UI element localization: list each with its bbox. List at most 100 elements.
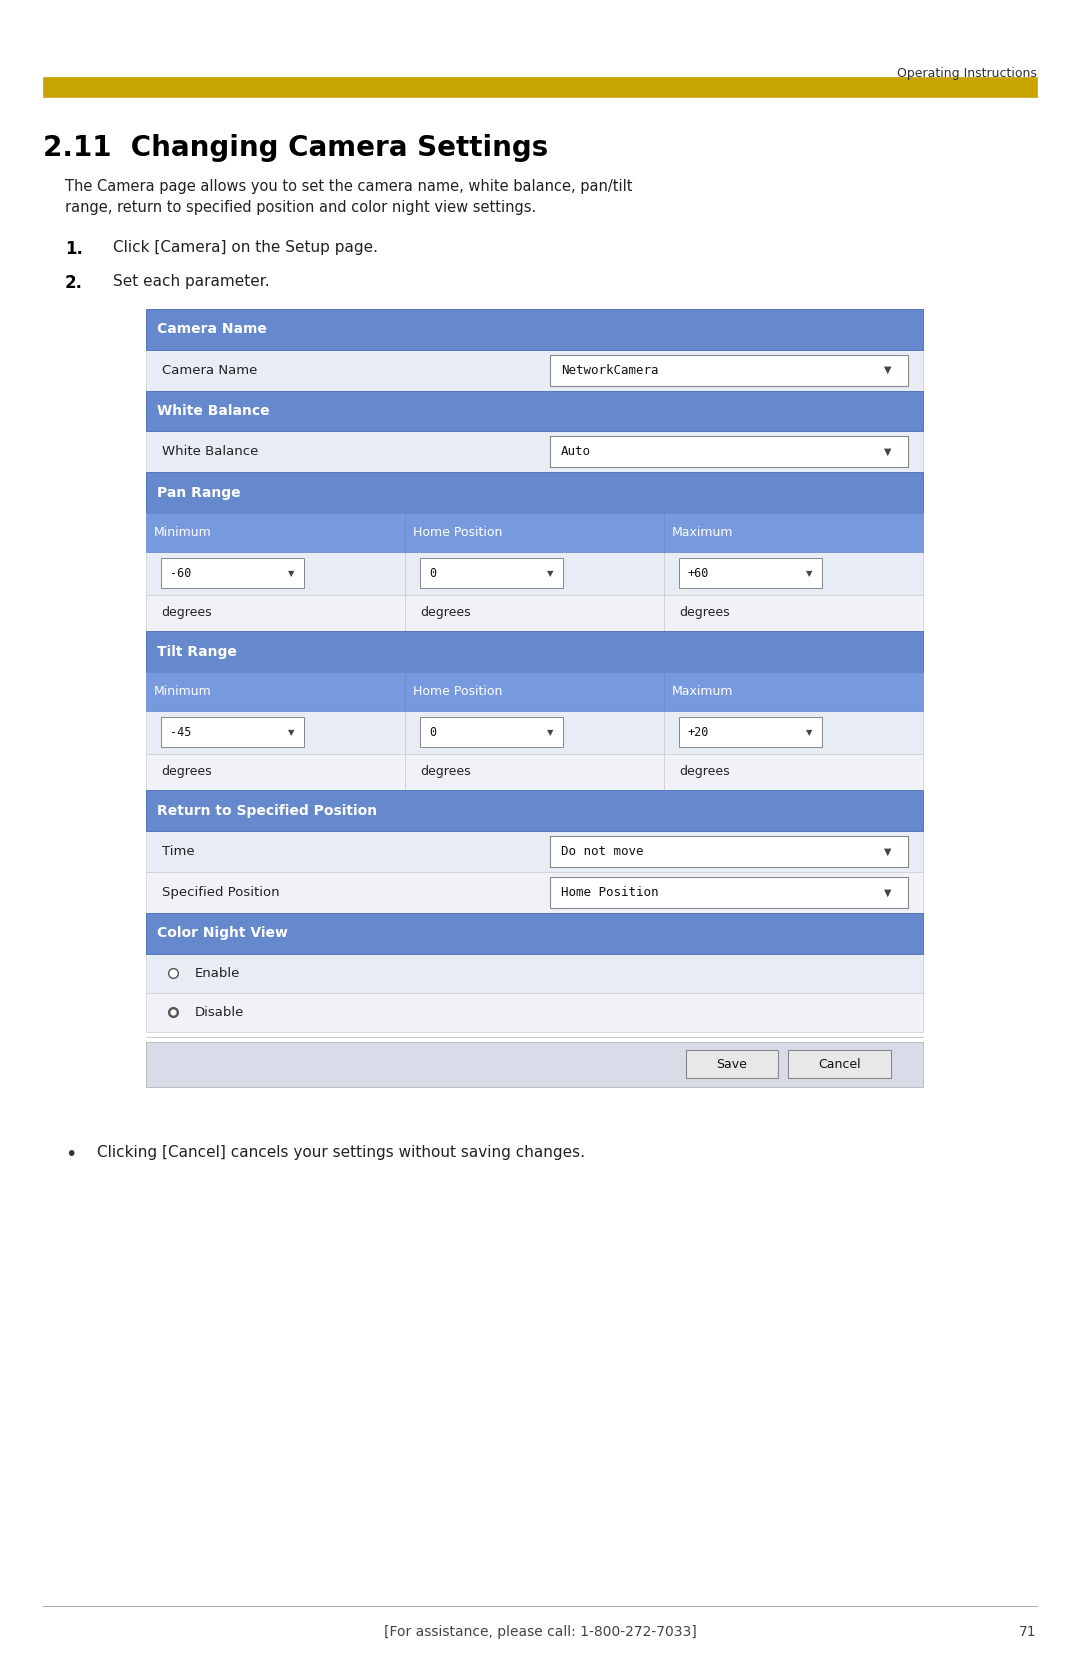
Bar <box>146 913 923 955</box>
Text: Color Night View: Color Night View <box>157 926 287 940</box>
Bar <box>146 873 923 913</box>
Text: ▼: ▼ <box>885 846 892 856</box>
Bar <box>146 431 923 472</box>
Text: Tilt Range: Tilt Range <box>157 644 237 659</box>
Bar <box>664 514 923 551</box>
Text: •: • <box>65 1145 77 1163</box>
Text: Camera Name: Camera Name <box>162 364 257 377</box>
Bar <box>405 514 664 551</box>
Text: Home Position: Home Position <box>561 886 659 900</box>
Text: degrees: degrees <box>161 606 212 619</box>
Bar <box>43 77 1037 97</box>
Bar <box>405 711 664 753</box>
Text: 0: 0 <box>429 566 436 579</box>
Text: +20: +20 <box>688 726 710 739</box>
Text: Home Position: Home Position <box>413 684 502 698</box>
Bar <box>161 718 303 746</box>
Text: Minimum: Minimum <box>153 684 212 698</box>
Text: ▼: ▼ <box>806 728 812 736</box>
Text: Operating Instructions: Operating Instructions <box>896 67 1037 80</box>
Text: ▼: ▼ <box>885 366 892 376</box>
Text: Save: Save <box>716 1058 747 1070</box>
Text: ▼: ▼ <box>885 888 892 898</box>
Bar <box>146 350 923 391</box>
Text: 71: 71 <box>1020 1626 1037 1639</box>
Bar <box>679 557 822 587</box>
Bar <box>664 711 923 753</box>
Text: +60: +60 <box>688 566 710 579</box>
Bar <box>550 836 908 868</box>
Text: Minimum: Minimum <box>153 526 212 539</box>
Text: Enable: Enable <box>194 966 240 980</box>
Bar <box>664 673 923 711</box>
Bar <box>664 551 923 594</box>
Bar <box>146 753 405 791</box>
Bar <box>146 551 405 594</box>
Text: NetworkCamera: NetworkCamera <box>561 364 659 377</box>
Text: Maximum: Maximum <box>672 526 733 539</box>
Bar <box>146 631 923 673</box>
Text: Do not move: Do not move <box>561 845 644 858</box>
Bar <box>405 753 664 791</box>
Text: ▼: ▼ <box>546 728 553 736</box>
Text: -45: -45 <box>170 726 191 739</box>
Bar <box>788 1050 891 1078</box>
Text: Home Position: Home Position <box>413 526 502 539</box>
Bar <box>146 1041 923 1087</box>
Bar <box>146 791 923 831</box>
Text: ▼: ▼ <box>287 728 294 736</box>
Bar <box>686 1050 778 1078</box>
Text: degrees: degrees <box>420 606 471 619</box>
Text: Maximum: Maximum <box>672 684 733 698</box>
Bar <box>420 557 563 587</box>
Text: 1.: 1. <box>65 240 83 259</box>
Text: 0: 0 <box>429 726 436 739</box>
Text: degrees: degrees <box>161 766 212 778</box>
Bar <box>405 673 664 711</box>
Bar <box>405 594 664 631</box>
Bar <box>146 472 923 514</box>
Bar <box>679 718 822 746</box>
Text: [For assistance, please call: 1-800-272-7033]: [For assistance, please call: 1-800-272-… <box>383 1626 697 1639</box>
Text: Camera Name: Camera Name <box>157 322 267 335</box>
Text: Auto: Auto <box>561 446 591 459</box>
Text: Clicking [Cancel] cancels your settings without saving changes.: Clicking [Cancel] cancels your settings … <box>97 1145 585 1160</box>
Bar <box>146 831 923 873</box>
Text: Pan Range: Pan Range <box>157 486 240 499</box>
Bar <box>146 673 405 711</box>
Bar <box>405 551 664 594</box>
Text: Click [Camera] on the Setup page.: Click [Camera] on the Setup page. <box>113 240 378 255</box>
Bar <box>664 594 923 631</box>
Text: degrees: degrees <box>420 766 471 778</box>
Bar <box>550 878 908 908</box>
Bar <box>146 711 405 753</box>
Bar <box>146 391 923 431</box>
Text: 2.11  Changing Camera Settings: 2.11 Changing Camera Settings <box>43 134 549 162</box>
Text: ▼: ▼ <box>287 569 294 577</box>
Text: degrees: degrees <box>679 766 730 778</box>
Bar <box>146 993 923 1031</box>
Text: degrees: degrees <box>679 606 730 619</box>
Text: Specified Position: Specified Position <box>162 886 280 900</box>
Text: ▼: ▼ <box>546 569 553 577</box>
Bar <box>550 355 908 386</box>
Text: White Balance: White Balance <box>157 404 269 417</box>
Bar <box>146 514 405 551</box>
Bar <box>420 718 563 746</box>
Bar <box>161 557 303 587</box>
Text: The Camera page allows you to set the camera name, white balance, pan/tilt
range: The Camera page allows you to set the ca… <box>65 179 632 215</box>
Text: ▼: ▼ <box>885 447 892 457</box>
Text: -60: -60 <box>170 566 191 579</box>
Bar <box>146 594 405 631</box>
Text: ▼: ▼ <box>806 569 812 577</box>
Bar <box>146 955 923 993</box>
Text: Cancel: Cancel <box>819 1058 861 1070</box>
Text: 2.: 2. <box>65 274 83 292</box>
Text: Return to Specified Position: Return to Specified Position <box>157 804 377 818</box>
Bar <box>550 437 908 467</box>
Text: White Balance: White Balance <box>162 446 258 459</box>
Bar <box>664 753 923 791</box>
Text: Set each parameter.: Set each parameter. <box>113 274 270 289</box>
Text: Disable: Disable <box>194 1006 244 1018</box>
Text: Time: Time <box>162 845 194 858</box>
